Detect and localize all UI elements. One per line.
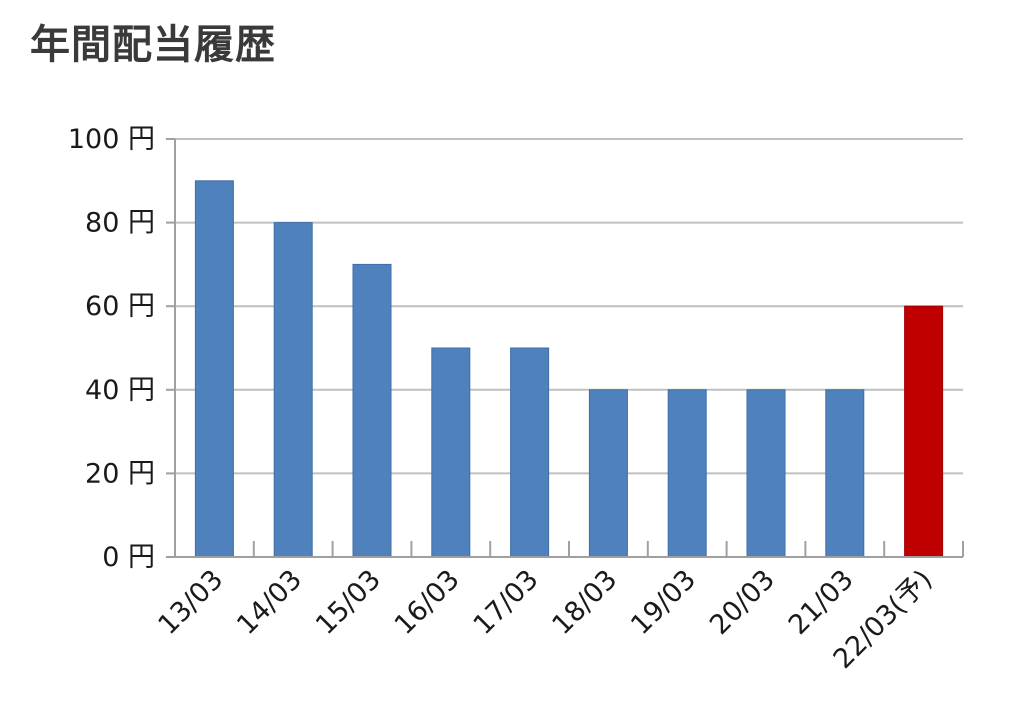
category-label: 20/03 xyxy=(704,564,781,641)
bars xyxy=(194,180,944,558)
category-label: 16/03 xyxy=(389,564,466,641)
bar xyxy=(588,389,628,558)
category-label: 14/03 xyxy=(231,564,308,641)
category-label: 17/03 xyxy=(468,564,545,641)
bar xyxy=(825,389,865,558)
bar xyxy=(194,180,234,558)
bar xyxy=(431,347,471,558)
category-label: 18/03 xyxy=(546,564,623,641)
category-labels: 13/03 14/03 15/03 16/03 17/03 18/03 19/03 20/03… xyxy=(152,564,938,675)
x-axis xyxy=(174,541,964,558)
bar xyxy=(746,389,786,558)
y-tick-label: 0 円 xyxy=(102,542,155,573)
category-label: 21/03 xyxy=(783,564,860,641)
y-tick-label: 20 円 xyxy=(85,458,155,489)
bar xyxy=(273,222,313,558)
category-label: 19/03 xyxy=(625,564,702,641)
y-tick-label: 80 円 xyxy=(85,208,155,239)
y-axis: 0 円 20 円 40 円 60 円 80 円 100 円 xyxy=(68,124,176,573)
y-tick-label: 40 円 xyxy=(85,375,155,406)
category-label: 15/03 xyxy=(310,564,387,641)
y-tick-label: 60 円 xyxy=(85,291,155,322)
chart-title: 年間配当履歴 xyxy=(30,22,276,68)
bar xyxy=(904,305,944,558)
bar xyxy=(510,347,550,558)
y-tick-label: 100 円 xyxy=(68,124,155,155)
category-label: 13/03 xyxy=(152,564,229,641)
bar xyxy=(352,263,392,558)
bar xyxy=(667,389,707,558)
